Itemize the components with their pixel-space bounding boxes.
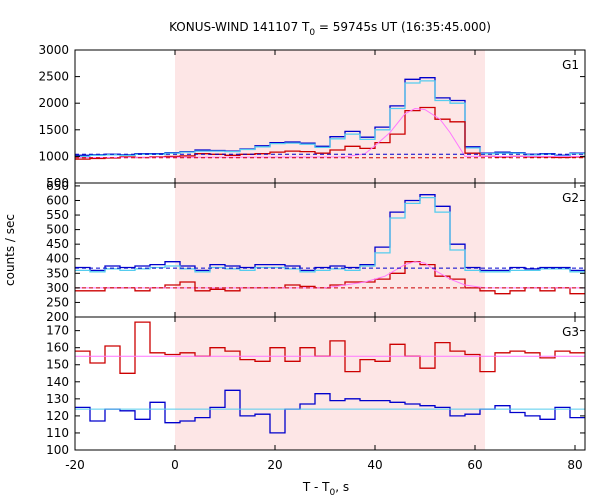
highlight-interval bbox=[175, 183, 485, 317]
y-tick-label: 150 bbox=[46, 358, 69, 372]
y-tick-label: 100 bbox=[46, 443, 69, 457]
x-tick-label: 40 bbox=[367, 458, 382, 472]
highlight-interval bbox=[175, 50, 485, 183]
y-tick-label: 300 bbox=[46, 281, 69, 295]
y-tick-label: 2500 bbox=[38, 70, 69, 84]
y-tick-label: 130 bbox=[46, 392, 69, 406]
panel-g3: 100 110 120 130 140 150 160 170 G3 bbox=[46, 316, 586, 457]
series-g1-3 bbox=[75, 107, 585, 158]
series-group bbox=[75, 321, 585, 434]
panel-g1: 500 1000 1500 2000 2500 3000 G1 bbox=[38, 43, 586, 190]
y-tick-label: 1500 bbox=[38, 123, 69, 137]
y-tick-label: 200 bbox=[46, 310, 69, 324]
panels-layer: 50010001500200025003000G1200250300350400… bbox=[38, 43, 586, 472]
x-axis-label: T - T0, s bbox=[302, 480, 349, 498]
y-tick-label: 450 bbox=[46, 237, 69, 251]
y-tick-label: 500 bbox=[46, 176, 69, 190]
series-g2-0 bbox=[75, 194, 585, 272]
panel-label: G2 bbox=[562, 191, 579, 205]
y-tick-label: 110 bbox=[46, 426, 69, 440]
y-tick-label: 120 bbox=[46, 409, 69, 423]
y-tick-label: 140 bbox=[46, 375, 69, 389]
y-tick-label: 400 bbox=[46, 252, 69, 266]
series-g1-1 bbox=[75, 80, 585, 158]
y-tick-label: 600 bbox=[46, 193, 69, 207]
panel-frame bbox=[74, 316, 586, 451]
series-g2-1 bbox=[75, 196, 585, 273]
y-tick-label: 160 bbox=[46, 341, 69, 355]
y-tick-label: 170 bbox=[46, 324, 69, 338]
y-tick-label: 2000 bbox=[38, 96, 69, 110]
y-tick-label: 250 bbox=[46, 295, 69, 309]
chart-title: KONUS-WIND 141107 T0 = 59745s UT (16:35:… bbox=[169, 20, 491, 38]
highlight-interval bbox=[175, 317, 485, 450]
series-group bbox=[75, 77, 585, 160]
panel-label: G3 bbox=[562, 325, 579, 339]
panel-label: G1 bbox=[562, 58, 579, 72]
x-tick-label: 0 bbox=[171, 458, 179, 472]
y-axis-label: counts / sec bbox=[3, 214, 17, 286]
x-tick-label: -20 bbox=[65, 458, 85, 472]
series-g3-2 bbox=[75, 389, 585, 434]
x-tick-label: 60 bbox=[467, 458, 482, 472]
x-tick-label: 80 bbox=[567, 458, 582, 472]
series-g2-3 bbox=[75, 261, 585, 289]
y-tick-label: 500 bbox=[46, 223, 69, 237]
y-tick-label: 550 bbox=[46, 208, 69, 222]
y-tick-label: 650 bbox=[46, 179, 69, 193]
x-tick-label: 20 bbox=[267, 458, 282, 472]
y-tick-label: 1000 bbox=[38, 149, 69, 163]
y-tick-label: 3000 bbox=[38, 43, 69, 57]
y-tick-label: 350 bbox=[46, 266, 69, 280]
series-group bbox=[75, 194, 585, 295]
